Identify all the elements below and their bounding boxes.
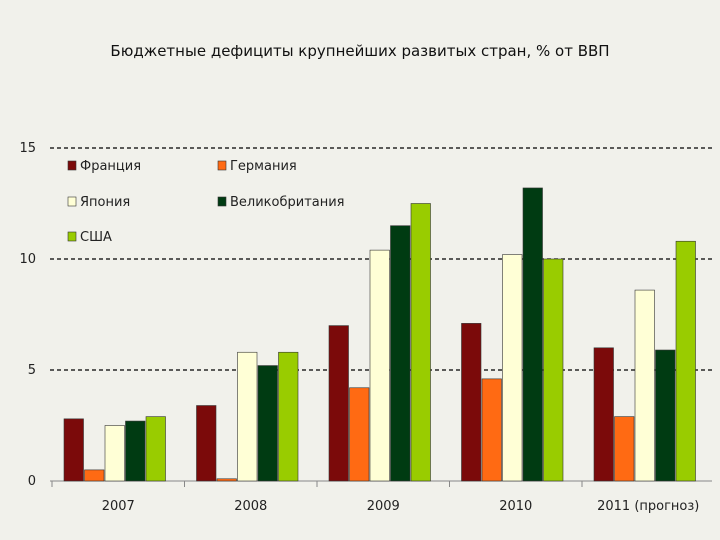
legend-swatch <box>67 231 77 242</box>
bar[interactable] <box>481 378 502 482</box>
bar[interactable] <box>634 289 655 482</box>
legend-swatch <box>67 196 77 207</box>
bar[interactable] <box>237 351 258 482</box>
legend-label: Германия <box>230 159 297 174</box>
bar[interactable] <box>349 387 370 482</box>
y-tick-label: 5 <box>28 363 36 378</box>
bar[interactable] <box>675 240 696 482</box>
bar[interactable] <box>328 325 349 482</box>
bar[interactable] <box>410 203 431 482</box>
y-tick-label: 10 <box>19 252 36 267</box>
bar[interactable] <box>125 420 146 482</box>
legend-label: США <box>80 230 112 245</box>
bar[interactable] <box>369 249 390 482</box>
bar[interactable] <box>390 225 411 482</box>
bar[interactable] <box>278 351 299 482</box>
bar[interactable] <box>196 405 217 482</box>
bar[interactable] <box>84 469 105 482</box>
bar[interactable] <box>104 425 125 482</box>
bar[interactable] <box>216 478 237 482</box>
legend-swatch <box>67 160 77 171</box>
bar[interactable] <box>655 349 676 482</box>
bar[interactable] <box>257 365 278 482</box>
bar[interactable] <box>145 416 166 482</box>
x-tick-label: 2010 <box>499 499 532 514</box>
bar[interactable] <box>522 187 543 482</box>
y-tick-label: 15 <box>19 141 36 156</box>
legend-label: Япония <box>80 195 130 210</box>
bar[interactable] <box>63 418 84 482</box>
legend-label: Великобритания <box>230 195 345 210</box>
x-tick-label: 2011 (прогноз) <box>597 499 699 514</box>
x-tick-label: 2007 <box>102 499 135 514</box>
chart-title: Бюджетные дефициты крупнейших развитых с… <box>110 42 610 60</box>
bar[interactable] <box>614 416 635 482</box>
legend-swatch <box>217 160 227 171</box>
legend-swatch <box>217 196 227 207</box>
x-tick-label: 2009 <box>367 499 400 514</box>
x-tick-label: 2008 <box>234 499 267 514</box>
bar[interactable] <box>593 347 614 482</box>
bar[interactable] <box>502 254 523 482</box>
bar[interactable] <box>461 323 482 482</box>
bar[interactable] <box>543 258 564 482</box>
legend-label: Франция <box>80 159 141 174</box>
y-tick-label: 0 <box>28 474 36 489</box>
